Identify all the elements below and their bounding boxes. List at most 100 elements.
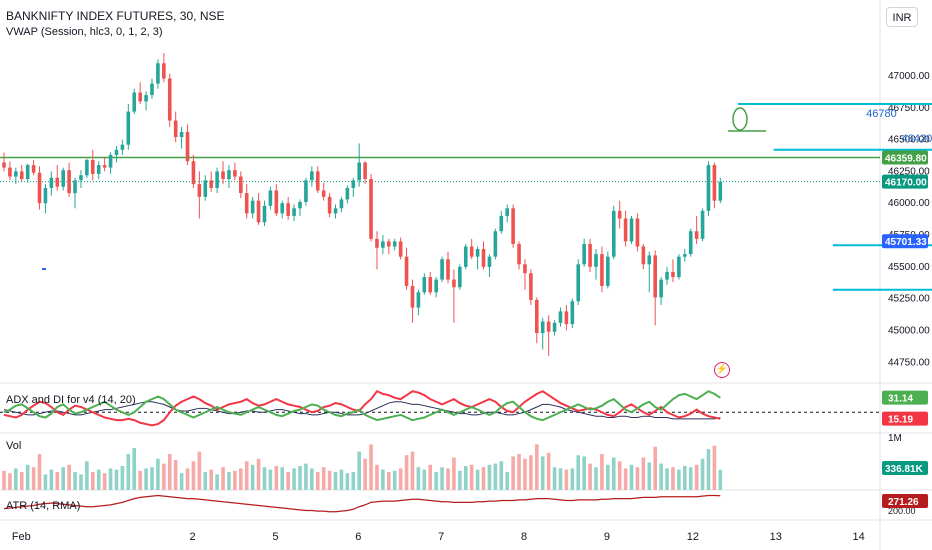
candle-body [150, 83, 154, 96]
volume-bar [345, 473, 350, 490]
volume-bar [404, 455, 409, 490]
candle-body [315, 171, 320, 191]
volume-bar [221, 467, 225, 490]
candle-body [617, 210, 622, 219]
volume-bar [499, 461, 504, 490]
candle-body [321, 190, 326, 197]
volume-bar [653, 446, 657, 490]
minus-di-line [3, 390, 721, 427]
price-tick-label: 46000.00 [888, 198, 930, 209]
volume-bar [588, 463, 592, 490]
volume-bar [49, 469, 54, 490]
volume-bar [19, 472, 24, 490]
candle-body [120, 144, 125, 150]
currency-button[interactable]: INR [886, 7, 918, 27]
time-axis-label: 13 [770, 531, 782, 543]
price-tag-label: 46359.80 [885, 153, 927, 164]
atr-scale-label: 200.00 [888, 506, 916, 516]
volume-bar [179, 473, 184, 490]
candle-body [452, 279, 456, 288]
volume-bar [25, 464, 30, 490]
vwap-legend[interactable]: VWAP (Session, hlc3, 0, 1, 2, 3) [6, 26, 163, 38]
candle-body [14, 171, 18, 177]
volume-bar [280, 467, 285, 490]
candle-body [351, 180, 356, 188]
price-tick-label: 47000.00 [888, 71, 930, 82]
candle-body [49, 177, 54, 188]
candle-body [173, 120, 178, 138]
candle-body [653, 255, 657, 298]
volume-bar [14, 468, 18, 490]
candle-body [706, 165, 711, 211]
volume-bar [150, 467, 154, 490]
candle-body [428, 277, 433, 293]
candle-body [221, 171, 225, 180]
candle-body [552, 322, 557, 332]
price-tag-label: 46170.00 [885, 178, 927, 189]
volume-bar [250, 464, 255, 490]
candle-body [440, 259, 444, 280]
candle-body [363, 162, 367, 180]
candle-body [499, 215, 504, 232]
candle-body [381, 241, 385, 248]
symbol-title[interactable]: BANKNIFTY INDEX FUTURES, 30, NSE [6, 9, 225, 23]
volume-bar [552, 467, 557, 490]
candle-body [96, 165, 101, 174]
candle-body [600, 254, 604, 286]
price-tick-label: 46500.00 [888, 135, 930, 146]
candle-body [274, 190, 279, 214]
volume-bar [369, 444, 373, 490]
volume-bar [381, 469, 385, 490]
adx-green-tag [882, 390, 928, 405]
volume-bar [694, 464, 699, 490]
volume-bar [659, 463, 663, 490]
volume-bar [463, 466, 468, 490]
volume-legend[interactable]: Vol [6, 440, 22, 452]
volume-bar [138, 470, 142, 490]
volume-bar [185, 468, 190, 490]
adx-line [3, 401, 721, 420]
volume-bar [67, 464, 71, 490]
volume-bar [677, 469, 681, 490]
price-tag [882, 174, 928, 189]
lightning-icon[interactable]: ⚡ [714, 362, 730, 378]
volume-bar [304, 463, 308, 490]
time-axis-label: 6 [355, 531, 361, 543]
candle-body [310, 171, 314, 181]
volume-bar [671, 467, 675, 490]
volume-bar [576, 455, 581, 490]
volume-tag [882, 461, 928, 475]
candle-body [588, 243, 592, 267]
volume-bar [712, 445, 717, 490]
volume-bar [410, 451, 415, 490]
volume-bar [132, 448, 137, 490]
volume-bar [718, 469, 723, 490]
candle-body [2, 162, 6, 168]
candle-body [167, 78, 172, 121]
candle-body [37, 172, 42, 204]
volume-bar [392, 470, 397, 490]
candle-body [304, 180, 308, 202]
volume-bar [31, 467, 36, 490]
candle-body [144, 95, 148, 102]
candle-body [688, 231, 693, 255]
adx-legend[interactable]: ADX and DI for v4 (14, 20) [6, 394, 136, 406]
candle-body [712, 165, 717, 201]
volume-bar [8, 473, 12, 490]
candle-body [647, 255, 652, 265]
candle-body [665, 271, 669, 280]
volume-bar [108, 468, 113, 490]
volume-bar [321, 467, 326, 490]
atr-line [3, 494, 721, 513]
candle-body [505, 208, 509, 216]
volume-bar [458, 470, 462, 490]
candle-body [517, 243, 521, 265]
volume-bar [162, 463, 166, 490]
atr-legend[interactable]: ATR (14, RMA) [6, 500, 81, 512]
price-tick-label: 45000.00 [888, 325, 930, 336]
volume-bar [523, 458, 527, 490]
volume-bar [144, 468, 148, 490]
candle-body [487, 256, 492, 267]
atr-value: 271.26 [888, 497, 919, 508]
